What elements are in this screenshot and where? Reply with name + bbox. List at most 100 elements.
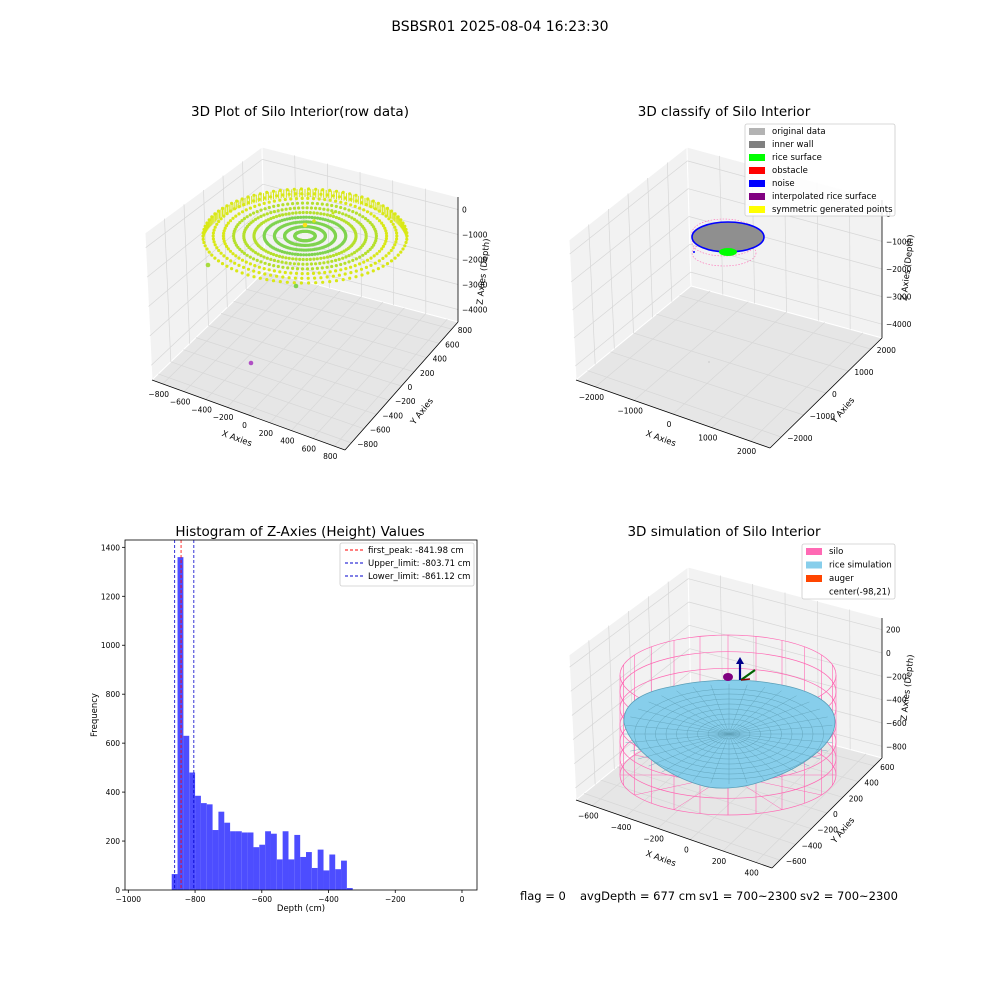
raw-point bbox=[267, 200, 271, 204]
sim-mesh-spoke bbox=[728, 733, 828, 752]
histogram-bar bbox=[311, 867, 318, 890]
raw-point bbox=[375, 216, 379, 220]
raw-point bbox=[316, 252, 320, 256]
classify-x-ticks: −2000 −1000 0 1000 2000 bbox=[579, 393, 757, 456]
histogram-x-tick-label: −800 bbox=[185, 895, 206, 904]
sim-floor-grid-y bbox=[584, 793, 780, 861]
cls-wall-grid-v bbox=[627, 193, 634, 334]
raw-point bbox=[256, 252, 260, 256]
raw-point bbox=[240, 219, 244, 223]
raw-point bbox=[355, 249, 359, 253]
raw-point bbox=[222, 237, 226, 241]
raw-point bbox=[372, 214, 376, 218]
raw-point bbox=[362, 260, 366, 264]
raw-point bbox=[296, 252, 300, 257]
raw-point bbox=[216, 259, 221, 263]
raw-point bbox=[385, 262, 390, 266]
raw-point bbox=[240, 249, 244, 253]
cls-floor-grid-y bbox=[587, 370, 782, 438]
raw-point bbox=[263, 272, 267, 276]
histogram-y-ticks: 0 200 400 600 800 1000 1200 1400 bbox=[101, 543, 125, 895]
raw-point bbox=[248, 262, 252, 266]
raw-point bbox=[321, 251, 325, 255]
raw-point bbox=[230, 267, 234, 271]
raw-point bbox=[277, 214, 282, 218]
raw-point bbox=[284, 261, 288, 265]
histogram-bar bbox=[306, 852, 312, 890]
raw-point bbox=[395, 234, 399, 238]
raw-point bbox=[315, 202, 319, 206]
histogram-bar bbox=[270, 833, 277, 890]
raw-point bbox=[403, 244, 407, 248]
raw-point bbox=[284, 207, 288, 211]
histogram-bar bbox=[265, 831, 271, 890]
raw-point bbox=[284, 256, 288, 260]
raw-point bbox=[322, 261, 326, 265]
raw-point bbox=[232, 234, 236, 238]
sim-y-tick-label: 600 bbox=[880, 763, 895, 772]
raw-point bbox=[381, 264, 385, 268]
sim-z-axis-label: Z Axies (Depth) bbox=[900, 654, 917, 721]
cls-wall-grid-v bbox=[647, 177, 654, 318]
histogram-bar bbox=[218, 811, 225, 890]
raw-point bbox=[272, 258, 276, 262]
raw-point bbox=[217, 219, 221, 224]
raw-point bbox=[368, 221, 372, 225]
raw-floor-grid-y bbox=[220, 313, 415, 373]
raw-point bbox=[321, 280, 325, 284]
raw-point bbox=[226, 247, 230, 251]
raw-y-tick-label: 800 bbox=[458, 326, 473, 335]
sim-wall-grid-v bbox=[849, 609, 851, 750]
cls-x-tick-label: −1000 bbox=[618, 406, 644, 415]
sim-mesh-spoke bbox=[728, 733, 797, 773]
histogram-y-axis-label: Frequency bbox=[90, 693, 100, 737]
raw-point bbox=[374, 234, 378, 238]
raw-point bbox=[269, 211, 273, 215]
raw-point bbox=[288, 207, 292, 211]
raw-point bbox=[319, 276, 323, 280]
raw-point bbox=[272, 269, 276, 273]
raw-point bbox=[334, 264, 338, 268]
raw-point bbox=[276, 203, 280, 208]
raw-point bbox=[368, 247, 372, 251]
sim-mesh-spoke bbox=[676, 690, 730, 735]
raw-point bbox=[219, 217, 223, 221]
raw-point bbox=[370, 245, 374, 249]
raw-point bbox=[240, 258, 245, 262]
raw-point bbox=[219, 251, 223, 255]
raw-point bbox=[323, 218, 327, 222]
raw-point bbox=[306, 276, 310, 280]
raw-point bbox=[348, 276, 352, 280]
histogram-bar bbox=[276, 859, 283, 890]
classify-legend-label: obstacle bbox=[772, 166, 808, 176]
cls-wall-grid-v bbox=[607, 208, 615, 349]
raw-point bbox=[223, 242, 227, 246]
raw-point bbox=[334, 258, 338, 262]
sim-y-tick-label: 0 bbox=[833, 810, 838, 819]
classify-y-axis-line bbox=[769, 337, 883, 449]
sim-mesh-spoke bbox=[630, 733, 730, 752]
raw-point bbox=[334, 189, 339, 193]
raw-point bbox=[255, 258, 259, 262]
raw-point bbox=[349, 271, 353, 275]
histogram-bar bbox=[247, 832, 254, 890]
raw-point bbox=[341, 256, 345, 260]
raw-point bbox=[376, 267, 380, 271]
raw-x-tick-label: 0 bbox=[242, 421, 247, 430]
raw-point bbox=[334, 199, 338, 203]
raw-point bbox=[299, 281, 303, 285]
sim-x-axis-line bbox=[575, 799, 773, 869]
raw-z-tick-label: 0 bbox=[462, 206, 467, 215]
raw-point bbox=[292, 187, 296, 191]
raw-point bbox=[287, 212, 291, 216]
raw-point bbox=[340, 250, 344, 254]
raw-point bbox=[349, 265, 353, 269]
raw-point bbox=[283, 218, 287, 222]
raw-point bbox=[343, 207, 347, 211]
raw-point bbox=[344, 255, 348, 259]
raw-point bbox=[297, 206, 301, 210]
raw-highlight-point bbox=[205, 262, 211, 268]
raw-point bbox=[285, 280, 289, 284]
raw-point bbox=[291, 266, 295, 270]
raw-point-cloud bbox=[201, 187, 409, 366]
